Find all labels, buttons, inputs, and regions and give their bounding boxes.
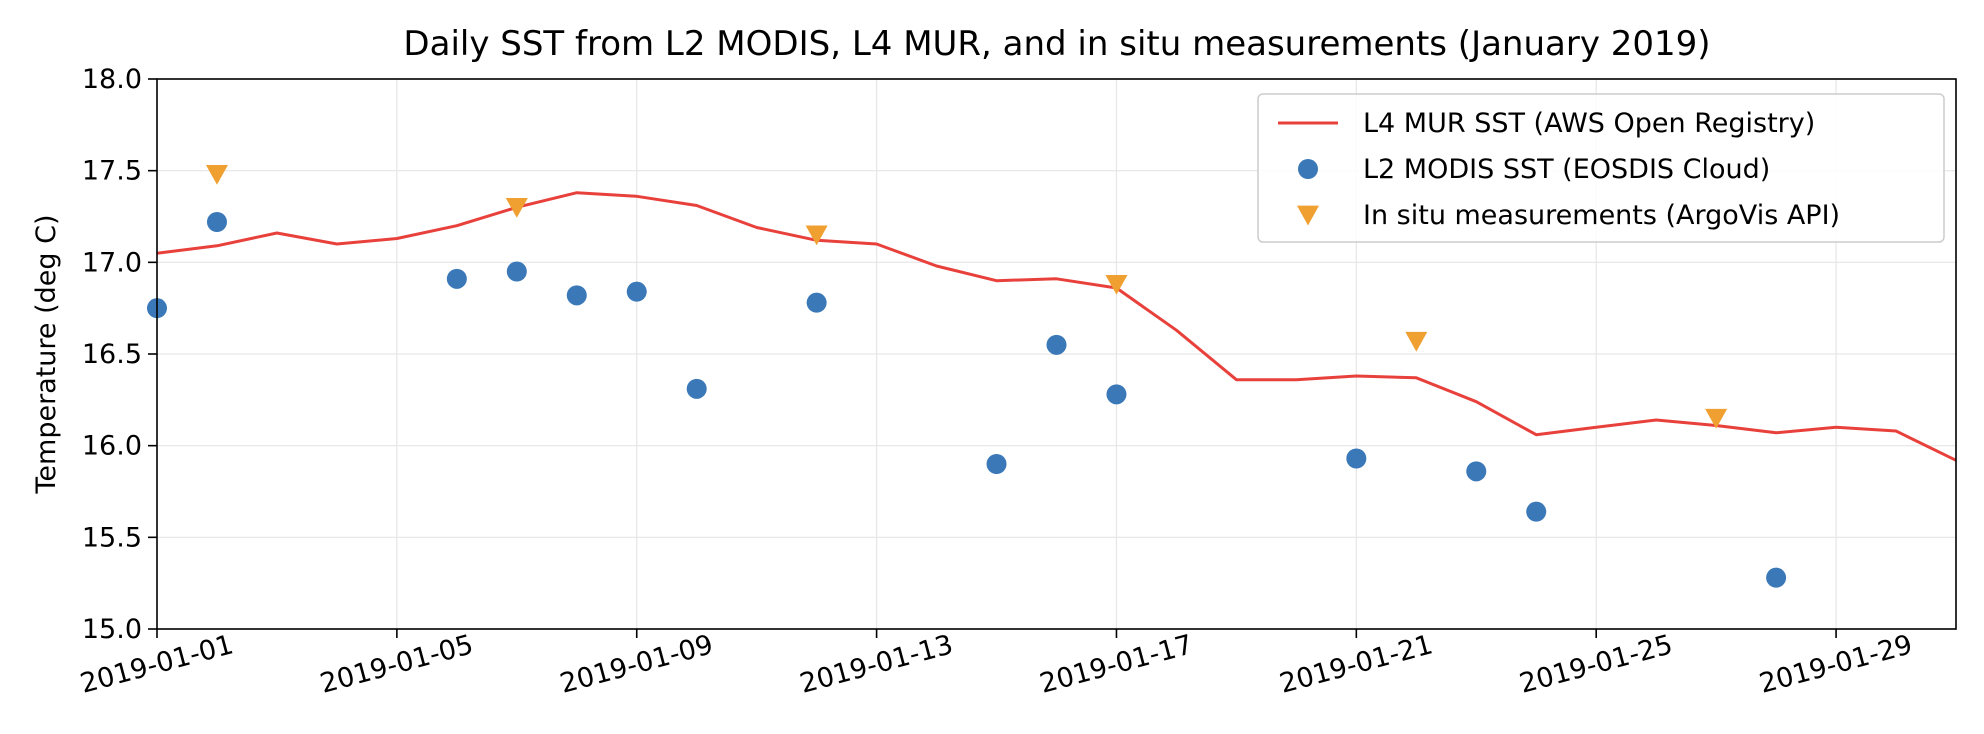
point-l2-modis [1526, 501, 1547, 522]
legend-label: L2 MODIS SST (EOSDIS Cloud) [1363, 154, 1770, 185]
series-line-l4-mur [156, 191, 1957, 462]
point-l2-modis [506, 261, 527, 282]
point-l2-modis [446, 268, 467, 289]
y-axis-label: Temperature (deg C) [31, 214, 62, 494]
legend-circle-swatch [1298, 159, 1318, 179]
point-in-situ [1405, 331, 1428, 352]
y-tick-label: 15.0 [82, 614, 142, 645]
x-tick-label: 2019-01-05 [317, 629, 477, 700]
point-l2-modis [1766, 567, 1787, 588]
x-tick-label: 2019-01-21 [1276, 629, 1436, 700]
x-tick-label: 2019-01-29 [1756, 629, 1916, 700]
y-tick-label: 16.5 [82, 339, 142, 370]
point-l2-modis [806, 292, 827, 313]
point-l2-modis [626, 281, 647, 302]
y-tick-label: 17.0 [82, 247, 142, 278]
legend-triangle-swatch [1297, 205, 1319, 226]
point-in-situ [205, 164, 228, 185]
point-l2-modis [1046, 334, 1067, 355]
point-in-situ [1705, 408, 1728, 429]
y-tick-label: 16.0 [82, 431, 142, 462]
y-tick-label: 17.5 [82, 156, 142, 187]
legend-box [1257, 93, 1945, 243]
legend-label: L4 MUR SST (AWS Open Registry) [1363, 108, 1815, 139]
x-tick-label: 2019-01-25 [1516, 629, 1676, 700]
point-l2-modis [986, 454, 1007, 474]
point-in-situ [505, 197, 528, 218]
y-tick-label: 18.0 [82, 64, 142, 95]
point-in-situ [805, 225, 828, 246]
x-tick-label: 2019-01-09 [557, 629, 717, 700]
point-l2-modis [686, 378, 707, 399]
legend: L4 MUR SST (AWS Open Registry) L2 MODIS S… [1257, 93, 1945, 243]
point-l2-modis [206, 212, 227, 232]
chart-title: Daily SST from L2 MODIS, L4 MUR, and in … [403, 24, 1710, 64]
point-l2-modis [1346, 448, 1367, 469]
point-l2-modis [566, 285, 587, 306]
point-in-situ [1105, 274, 1128, 295]
x-tick-label: 2019-01-13 [797, 629, 957, 700]
point-l2-modis [1106, 384, 1127, 405]
plot-series [147, 164, 1957, 588]
legend-label: In situ measurements (ArgoVis API) [1363, 200, 1840, 231]
x-tick-label: 2019-01-17 [1037, 629, 1197, 700]
grid-lines [156, 78, 1956, 630]
y-tick-label: 15.5 [82, 522, 142, 553]
point-l2-modis [1466, 461, 1487, 482]
